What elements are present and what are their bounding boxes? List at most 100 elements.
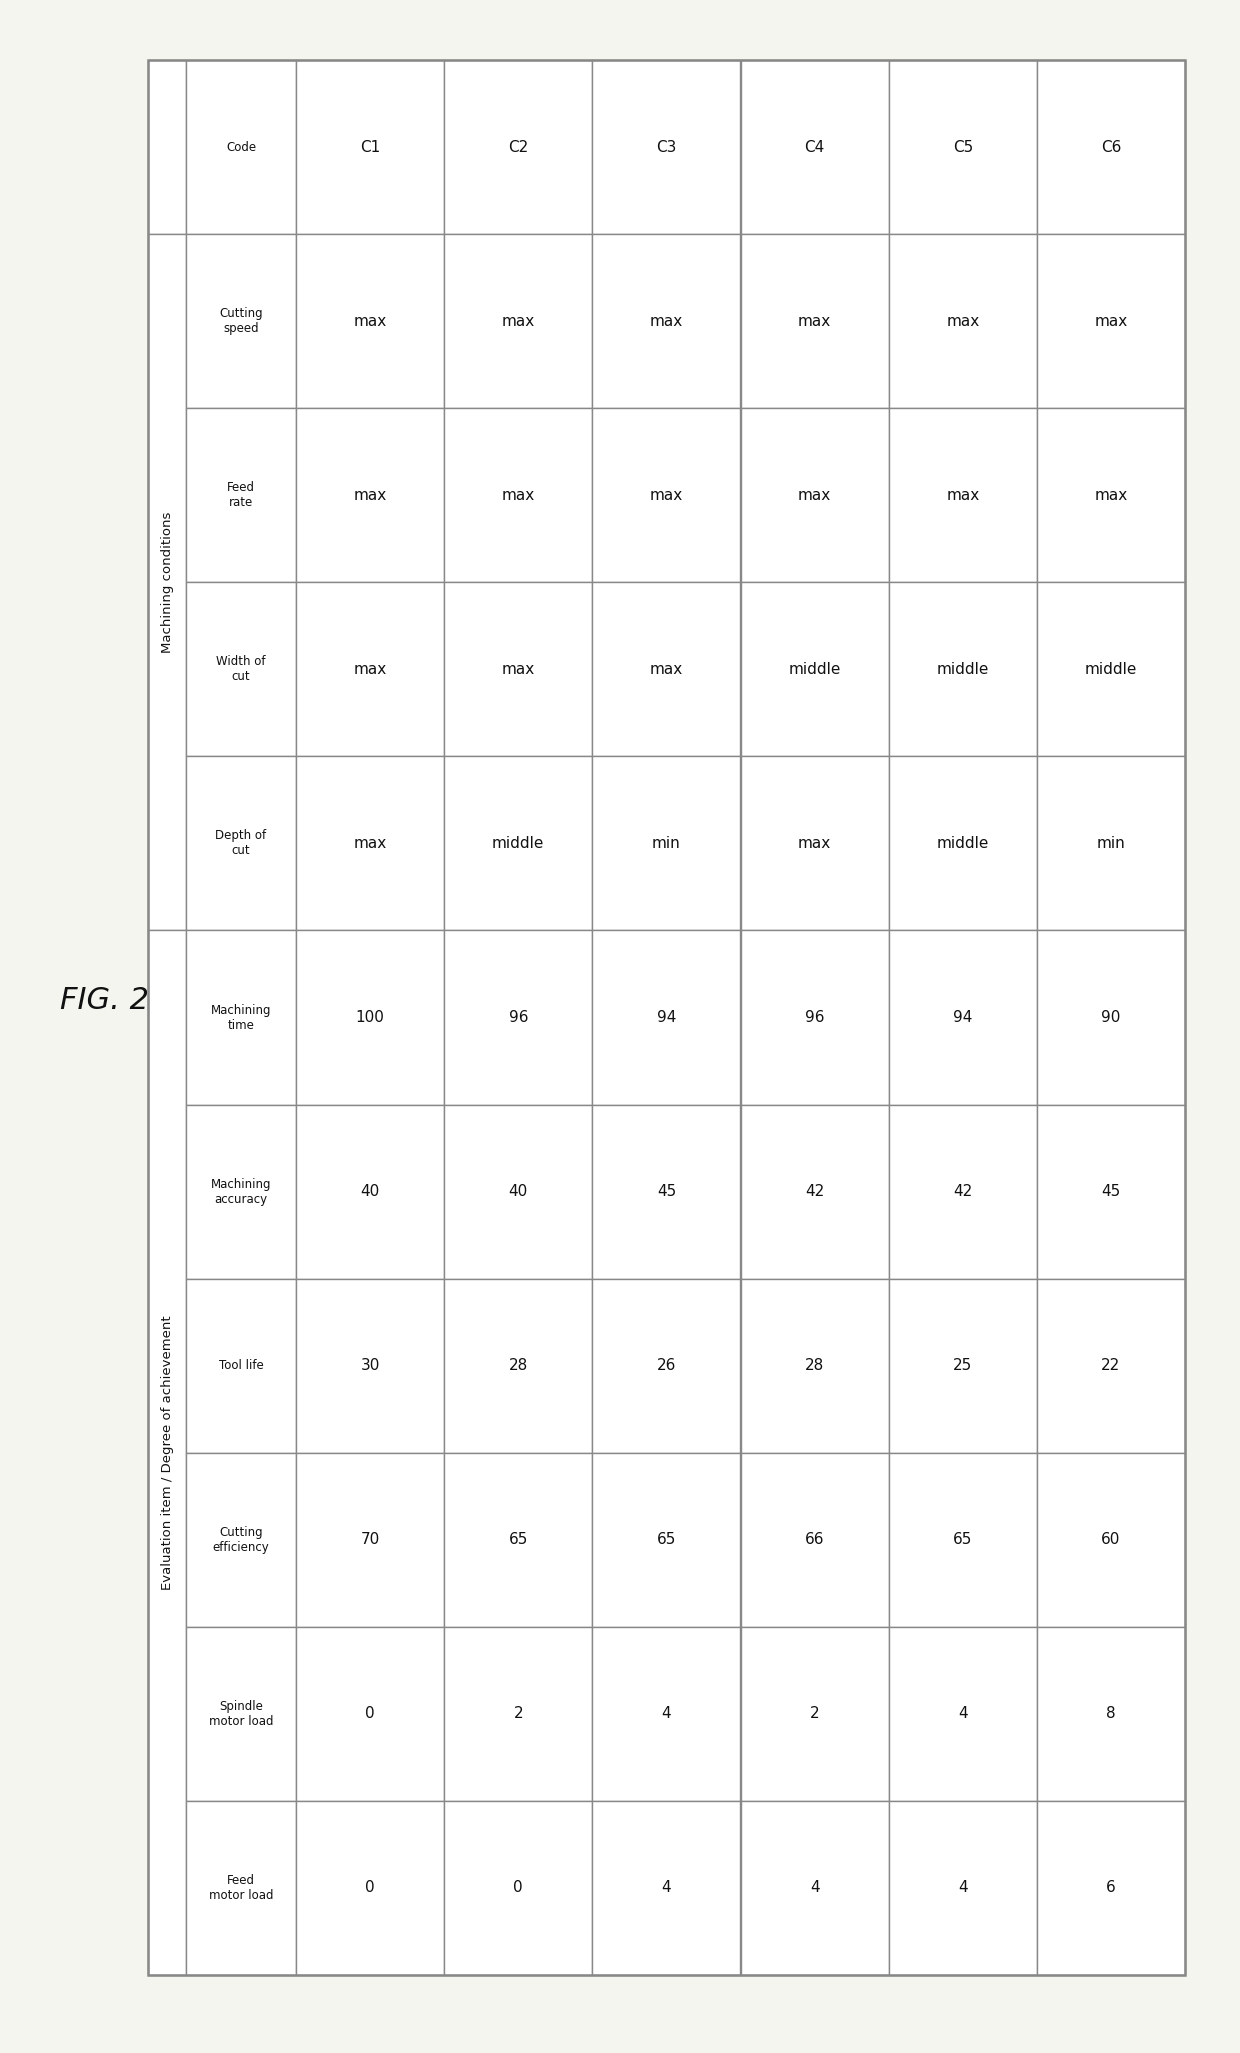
Bar bbox=[889, 409, 1037, 583]
Text: max: max bbox=[650, 314, 683, 328]
Bar bbox=[889, 1454, 1037, 1626]
Bar bbox=[444, 409, 593, 583]
Text: 40: 40 bbox=[361, 1185, 379, 1199]
Text: 60: 60 bbox=[1101, 1532, 1121, 1548]
Text: 45: 45 bbox=[657, 1185, 676, 1199]
Bar bbox=[593, 930, 740, 1105]
Bar bbox=[186, 756, 296, 930]
Bar bbox=[740, 60, 889, 234]
Bar bbox=[1037, 583, 1185, 756]
Text: max: max bbox=[1094, 314, 1127, 328]
Bar bbox=[740, 234, 889, 409]
Bar bbox=[740, 1800, 889, 1975]
Bar bbox=[593, 60, 740, 234]
Bar bbox=[889, 1279, 1037, 1454]
Text: Code: Code bbox=[226, 140, 257, 154]
Bar bbox=[296, 234, 444, 409]
Text: 70: 70 bbox=[361, 1532, 379, 1548]
Text: FIG. 2: FIG. 2 bbox=[60, 985, 149, 1014]
Bar bbox=[296, 1454, 444, 1626]
Text: middle: middle bbox=[492, 836, 544, 850]
Text: Width of
cut: Width of cut bbox=[216, 655, 265, 684]
Bar bbox=[1037, 930, 1185, 1105]
Text: max: max bbox=[946, 489, 980, 503]
Text: Spindle
motor load: Spindle motor load bbox=[208, 1700, 273, 1729]
Bar bbox=[593, 756, 740, 930]
Bar bbox=[889, 60, 1037, 234]
Text: Machining
accuracy: Machining accuracy bbox=[211, 1178, 272, 1205]
Bar bbox=[740, 1626, 889, 1800]
Text: 25: 25 bbox=[954, 1359, 972, 1373]
Text: middle: middle bbox=[1085, 661, 1137, 677]
Bar bbox=[444, 1454, 593, 1626]
Text: Tool life: Tool life bbox=[218, 1359, 263, 1371]
Bar bbox=[1037, 1800, 1185, 1975]
Bar bbox=[186, 1626, 296, 1800]
Bar bbox=[1037, 234, 1185, 409]
Bar bbox=[593, 1105, 740, 1279]
Text: 65: 65 bbox=[954, 1532, 972, 1548]
Bar bbox=[1037, 60, 1185, 234]
Text: 66: 66 bbox=[805, 1532, 825, 1548]
Text: 4: 4 bbox=[810, 1881, 820, 1895]
Text: 65: 65 bbox=[657, 1532, 676, 1548]
Text: middle: middle bbox=[789, 661, 841, 677]
Bar bbox=[186, 1105, 296, 1279]
Text: Feed
motor load: Feed motor load bbox=[208, 1874, 273, 1901]
Bar bbox=[186, 60, 296, 234]
Text: C6: C6 bbox=[1101, 140, 1121, 154]
Bar bbox=[444, 756, 593, 930]
Bar bbox=[444, 234, 593, 409]
Text: max: max bbox=[502, 661, 534, 677]
Text: max: max bbox=[650, 489, 683, 503]
Text: Feed
rate: Feed rate bbox=[227, 480, 255, 509]
Text: max: max bbox=[1094, 489, 1127, 503]
Bar bbox=[593, 234, 740, 409]
Bar bbox=[186, 583, 296, 756]
Bar bbox=[740, 1454, 889, 1626]
Bar bbox=[740, 409, 889, 583]
Text: 0: 0 bbox=[366, 1706, 374, 1720]
Text: 2: 2 bbox=[513, 1706, 523, 1720]
Bar bbox=[444, 1105, 593, 1279]
Text: C5: C5 bbox=[952, 140, 973, 154]
Bar bbox=[296, 1626, 444, 1800]
Bar bbox=[148, 930, 186, 1975]
Text: 26: 26 bbox=[657, 1359, 676, 1373]
Bar bbox=[889, 234, 1037, 409]
Bar bbox=[593, 1626, 740, 1800]
Bar bbox=[148, 60, 186, 234]
Text: 4: 4 bbox=[959, 1706, 967, 1720]
Bar bbox=[740, 930, 889, 1105]
Bar bbox=[296, 60, 444, 234]
Text: 0: 0 bbox=[366, 1881, 374, 1895]
Bar bbox=[296, 1800, 444, 1975]
Text: 0: 0 bbox=[513, 1881, 523, 1895]
Text: Depth of
cut: Depth of cut bbox=[216, 829, 267, 858]
Bar bbox=[1037, 1279, 1185, 1454]
Bar bbox=[1037, 409, 1185, 583]
Bar bbox=[740, 756, 889, 930]
Bar bbox=[889, 1800, 1037, 1975]
Bar bbox=[593, 1800, 740, 1975]
Bar bbox=[889, 1626, 1037, 1800]
Bar bbox=[1037, 1626, 1185, 1800]
Text: max: max bbox=[502, 314, 534, 328]
Bar bbox=[186, 930, 296, 1105]
Text: max: max bbox=[502, 489, 534, 503]
Bar bbox=[296, 756, 444, 930]
Bar bbox=[296, 1105, 444, 1279]
Bar bbox=[444, 583, 593, 756]
Text: 96: 96 bbox=[805, 1010, 825, 1024]
Text: C4: C4 bbox=[805, 140, 825, 154]
Bar bbox=[444, 1626, 593, 1800]
Text: Evaluation item / Degree of achievement: Evaluation item / Degree of achievement bbox=[160, 1316, 174, 1589]
Text: 28: 28 bbox=[508, 1359, 528, 1373]
Text: C2: C2 bbox=[508, 140, 528, 154]
Bar bbox=[444, 1279, 593, 1454]
Text: max: max bbox=[650, 661, 683, 677]
Text: max: max bbox=[353, 836, 387, 850]
Bar bbox=[296, 409, 444, 583]
Text: max: max bbox=[799, 314, 831, 328]
Bar bbox=[740, 583, 889, 756]
